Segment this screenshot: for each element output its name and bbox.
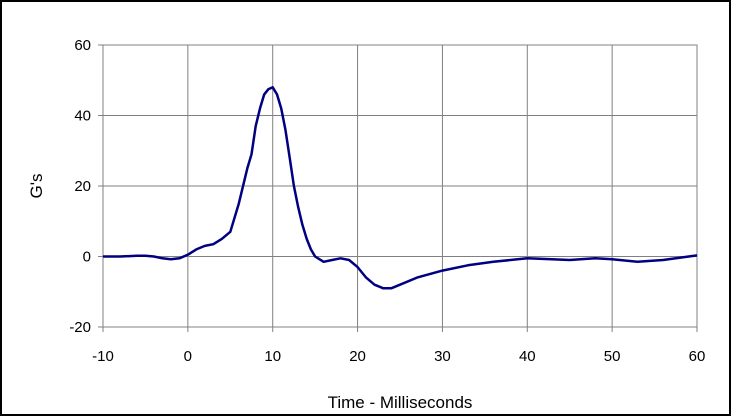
series-line xyxy=(103,86,698,290)
plot-area xyxy=(102,44,698,328)
y-tick-label: 0 xyxy=(83,249,91,266)
y-tick-label: 20 xyxy=(74,178,91,195)
series-layer xyxy=(103,86,698,290)
x-tick-label: -10 xyxy=(92,348,114,365)
x-tick-label: 20 xyxy=(349,348,366,365)
y-tick-label: 60 xyxy=(74,37,91,54)
x-tick-label: 40 xyxy=(519,348,536,365)
x-axis-title: Time - Milliseconds xyxy=(328,393,473,412)
tick-labels: -10 0 10 20 30 40 50 60 -20 0 20 40 60 xyxy=(69,37,705,365)
x-tick-label: 0 xyxy=(184,348,192,365)
y-tick-label: -20 xyxy=(69,319,91,336)
y-axis-title: G's xyxy=(27,174,46,199)
x-tick-label: 50 xyxy=(604,348,621,365)
x-tick-label: 30 xyxy=(434,348,451,365)
x-tick-label: 60 xyxy=(689,348,706,365)
x-tick-label: 10 xyxy=(264,348,281,365)
y-tick-label: 40 xyxy=(74,108,91,125)
